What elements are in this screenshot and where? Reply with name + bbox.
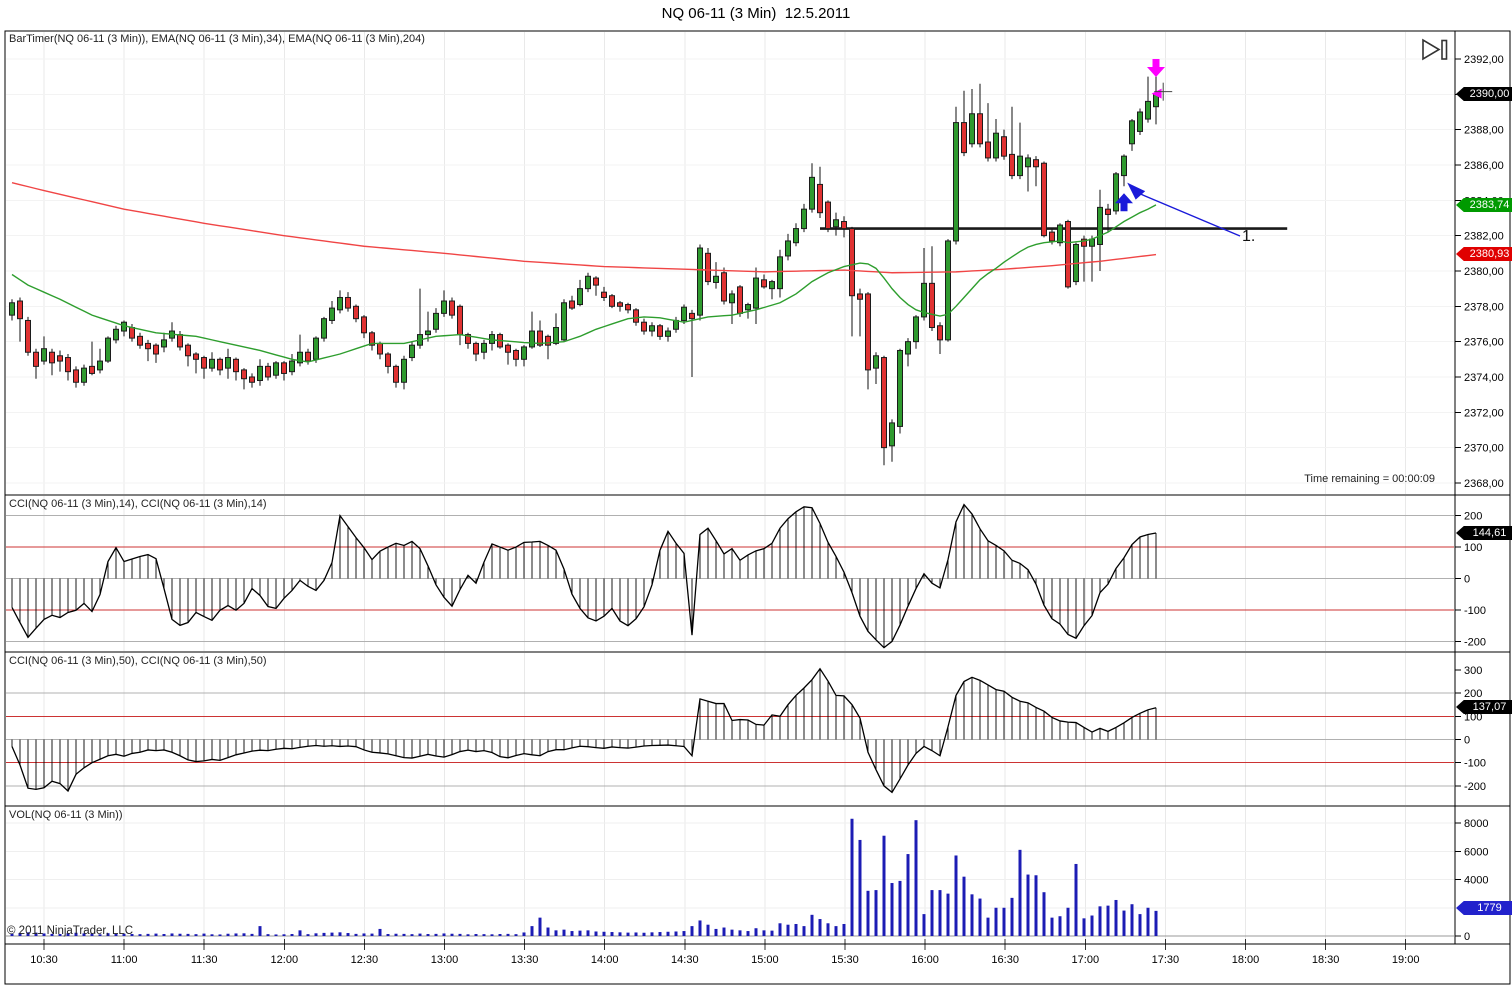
magenta-small-arrow-icon [1151, 88, 1162, 99]
price-panel-indicator-label: BarTimer(NQ 06-11 (3 Min)), EMA(NQ 06-11… [9, 33, 425, 45]
svg-text:19:00: 19:00 [1392, 954, 1420, 966]
cci14-value-badge: 144,61 [1456, 526, 1512, 540]
svg-text:11:00: 11:00 [111, 954, 138, 966]
svg-text:14:00: 14:00 [591, 954, 619, 966]
volume-panel-indicator-label: VOL(NQ 06-11 (3 Min)) [9, 809, 123, 821]
svg-text:12:30: 12:30 [351, 954, 379, 966]
svg-text:13:00: 13:00 [431, 954, 459, 966]
svg-text:2376,00: 2376,00 [1464, 337, 1504, 349]
svg-text:300: 300 [1464, 665, 1482, 677]
last-price-badge: 2390,00 [1456, 87, 1512, 101]
blue-up-arrow-icon [1115, 193, 1133, 212]
svg-text:0: 0 [1464, 735, 1470, 747]
candles-layer [9, 73, 1159, 466]
cci50-panel-indicator-label: CCI(NQ 06-11 (3 Min),50), CCI(NQ 06-11 (… [9, 655, 267, 667]
svg-text:2380,00: 2380,00 [1464, 266, 1504, 278]
ema204-value-badge: 2380,93 [1456, 247, 1512, 261]
svg-text:2388,00: 2388,00 [1464, 125, 1504, 137]
svg-text:100: 100 [1464, 711, 1482, 723]
svg-text:13:30: 13:30 [511, 954, 539, 966]
ema34-line [11, 204, 1157, 363]
ema204-line [11, 181, 1157, 274]
svg-text:16:00: 16:00 [911, 954, 939, 966]
svg-text:200: 200 [1464, 688, 1482, 700]
volume-value-badge: 1779 [1456, 901, 1512, 915]
bar-timer-countdown: Time remaining = 00:00:09 [1304, 473, 1435, 485]
svg-text:-200: -200 [1464, 636, 1486, 648]
svg-text:17:30: 17:30 [1152, 954, 1180, 966]
price-gridlines [6, 58, 1454, 484]
cci14-axis-labels: 200 100 0 -100 -200 [1455, 511, 1486, 648]
cci50-series [11, 667, 1157, 794]
svg-text:200: 200 [1464, 511, 1482, 523]
svg-text:11:30: 11:30 [191, 954, 218, 966]
svg-text:4000: 4000 [1464, 875, 1488, 887]
svg-text:12:00: 12:00 [271, 954, 299, 966]
svg-text:10:30: 10:30 [30, 954, 58, 966]
magenta-down-arrow-icon [1147, 59, 1165, 77]
volume-axis-labels: 8000 6000 4000 0 [1455, 818, 1488, 943]
svg-text:16:30: 16:30 [991, 954, 1019, 966]
svg-text:2392,00: 2392,00 [1464, 54, 1504, 66]
copyright-text: © 2011 NinjaTrader, LLC [7, 925, 134, 937]
time-axis: 10:30 11:00 11:30 12:00 12:30 13:00 13:30 14:00… [30, 939, 1419, 966]
crosshair-icon [1154, 82, 1173, 101]
svg-text:6000: 6000 [1464, 846, 1488, 858]
svg-text:18:30: 18:30 [1312, 954, 1340, 966]
panel-borders [4, 30, 1511, 985]
cci14-levels [6, 515, 1454, 642]
svg-text:2382,00: 2382,00 [1464, 231, 1504, 243]
svg-text:8000: 8000 [1464, 818, 1488, 830]
svg-text:18:00: 18:00 [1232, 954, 1260, 966]
cci14-series [11, 503, 1157, 649]
svg-text:15:00: 15:00 [751, 954, 779, 966]
svg-text:-200: -200 [1464, 781, 1486, 793]
svg-text:2386,00: 2386,00 [1464, 160, 1504, 172]
volume-bars [10, 818, 1158, 936]
svg-text:15:30: 15:30 [831, 954, 859, 966]
blue-pointer-arrow [1127, 182, 1241, 237]
cci50-levels [6, 692, 1454, 787]
svg-text:0: 0 [1464, 574, 1470, 586]
svg-text:2368,00: 2368,00 [1464, 478, 1504, 490]
volume-gridlines [6, 822, 1454, 937]
svg-text:2378,00: 2378,00 [1464, 301, 1504, 313]
svg-text:2372,00: 2372,00 [1464, 407, 1504, 419]
svg-text:100: 100 [1464, 542, 1482, 554]
svg-text:14:30: 14:30 [671, 954, 699, 966]
svg-text:-100: -100 [1464, 758, 1486, 770]
svg-text:0: 0 [1464, 931, 1470, 943]
cci50-value-badge: 137,07 [1456, 700, 1512, 714]
svg-text:-100: -100 [1464, 605, 1486, 617]
window-title: NQ 06-11 (3 Min) 12.5.2011 [661, 5, 851, 22]
svg-text:2370,00: 2370,00 [1464, 443, 1504, 455]
ema34-value-badge: 2383,74 [1456, 198, 1512, 212]
cci14-panel-indicator-label: CCI(NQ 06-11 (3 Min),14), CCI(NQ 06-11 (… [9, 498, 267, 510]
cci50-axis-labels: 300 200 100 0 -100 -200 [1455, 665, 1486, 793]
skip-forward-icon[interactable] [1422, 38, 1448, 61]
svg-text:17:00: 17:00 [1072, 954, 1100, 966]
svg-text:2374,00: 2374,00 [1464, 372, 1504, 384]
annotation-note-label: 1. [1242, 228, 1256, 245]
price-axis-labels: 2392,002390,002388,002386,002384,002382,… [1455, 54, 1504, 490]
